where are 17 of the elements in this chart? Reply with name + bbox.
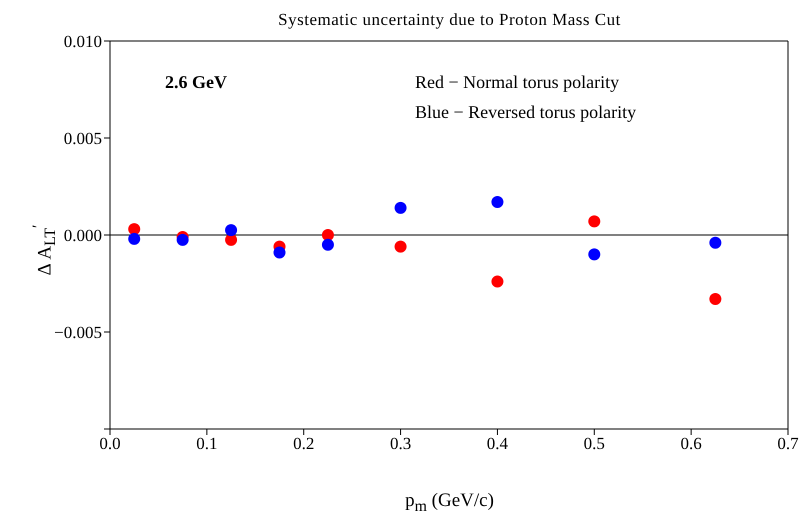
x-axis-title: p$_{m}$ (GeV/c) <box>404 490 495 516</box>
y-tick-label: 0.005 <box>64 129 102 148</box>
x-tick-label: 0.0 <box>99 434 121 454</box>
x-tick-label: 0.5 <box>584 434 605 454</box>
x-tick-label: 0.3 <box>390 434 412 454</box>
x-tick-label: 0.6 <box>680 434 702 454</box>
x-tick-label: 0.4 <box>486 434 509 454</box>
x-tick-label: 0.1 <box>196 434 218 454</box>
annotation: Blue − Reversed torus polarity <box>415 102 636 123</box>
y-tick-label: −0.005 <box>54 323 102 342</box>
chart-title: Systematic uncertainty due to Proton Mass Cut <box>277 10 622 30</box>
annotation: 2.6 GeV <box>165 72 227 93</box>
y-tick-label: 0.010 <box>64 32 102 52</box>
x-tick-label: 0.7 <box>777 434 800 454</box>
x-tick-label: 0.2 <box>293 434 314 454</box>
y-tick-label: 0.000 <box>64 226 102 246</box>
annotation: Red − Normal torus polarity <box>415 72 620 93</box>
